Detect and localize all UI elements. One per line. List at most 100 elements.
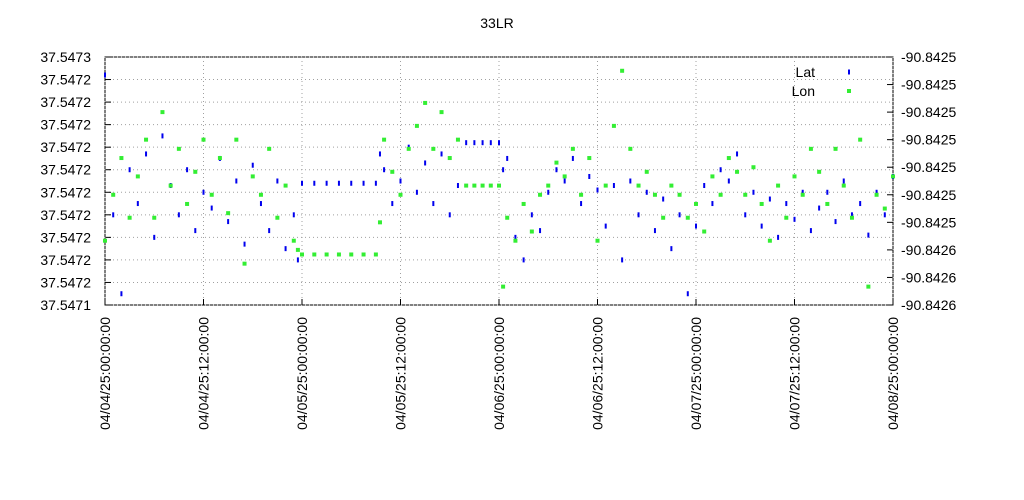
point [268,228,271,234]
point [415,189,418,195]
point [809,228,812,234]
point [391,201,394,207]
point [530,212,533,218]
point [439,110,444,115]
x-tick-label: 04/06/25:00:00:00 [491,317,507,430]
point [300,252,304,257]
point [210,205,213,211]
point [711,201,714,207]
point [136,201,139,207]
point [465,140,468,146]
point [448,212,451,218]
point [337,180,340,186]
point [398,192,403,197]
point [710,174,715,179]
y-tick-label: 37.5472 [40,184,91,200]
point [587,156,592,161]
y-tick-label: 37.5472 [40,139,91,155]
point [834,219,837,225]
point [259,201,262,207]
point [209,192,214,197]
point [349,252,354,257]
point [201,137,206,142]
point [296,257,299,263]
point [506,155,509,161]
point [620,68,625,73]
x-tick-label: 04/04/25:00:00:00 [97,317,113,430]
point [694,201,698,206]
x-tick-label: 04/07/25:00:00:00 [688,317,704,430]
point [325,180,328,186]
x-tick-label: 04/06/25:12:00:00 [590,317,606,430]
y-tick-label: 37.5472 [40,207,91,223]
point [752,189,755,195]
point [695,223,697,229]
point [547,189,550,195]
point [522,257,525,263]
point [546,183,551,188]
point [759,201,764,206]
point [866,284,871,289]
point [168,183,173,188]
point [849,215,854,220]
y2-tick-label: -90.8426 [901,297,956,313]
x-tick-label: 04/08/25:00:00:00 [885,317,901,430]
point [784,215,789,220]
point [505,215,510,220]
y-tick-label: 37.5472 [40,94,91,110]
point [160,110,165,115]
y-tick-label: 37.5472 [40,72,91,88]
point [685,215,690,220]
point [382,137,387,142]
y2-tick-label: -90.8425 [901,104,956,120]
point [258,192,263,197]
point [243,241,246,247]
point [841,183,846,188]
point [489,140,492,146]
point [324,252,329,257]
point [377,220,382,225]
point [760,223,763,229]
point [226,211,231,216]
point [874,192,879,197]
point [144,137,149,142]
y2-tick-label: -90.8425 [901,132,956,148]
point [378,151,381,157]
point [283,183,288,188]
legend-label: Lon [792,83,815,99]
point [678,212,681,218]
point [571,155,574,161]
point [145,151,148,157]
point [645,189,648,195]
point [718,192,723,197]
point [498,140,500,146]
point [390,169,395,174]
point [217,156,222,161]
point [473,140,476,146]
y-tick-label: 37.5473 [40,49,91,65]
point [447,156,452,161]
point [579,192,584,197]
point [497,183,501,188]
point [727,178,730,184]
point [563,178,566,184]
point [850,212,853,218]
point [621,257,624,263]
point [432,201,435,207]
point [488,183,493,188]
point [276,178,279,184]
point [703,183,706,189]
point [662,196,665,202]
point [785,201,788,207]
y-tick-label: 37.5472 [40,229,91,245]
point [414,123,419,128]
point [186,167,189,173]
y-tick-label: 37.5472 [40,117,91,133]
point [455,137,460,142]
point [161,133,164,139]
point [242,261,247,266]
point [670,246,673,252]
point [120,291,123,297]
point [177,212,180,218]
point [792,174,797,179]
